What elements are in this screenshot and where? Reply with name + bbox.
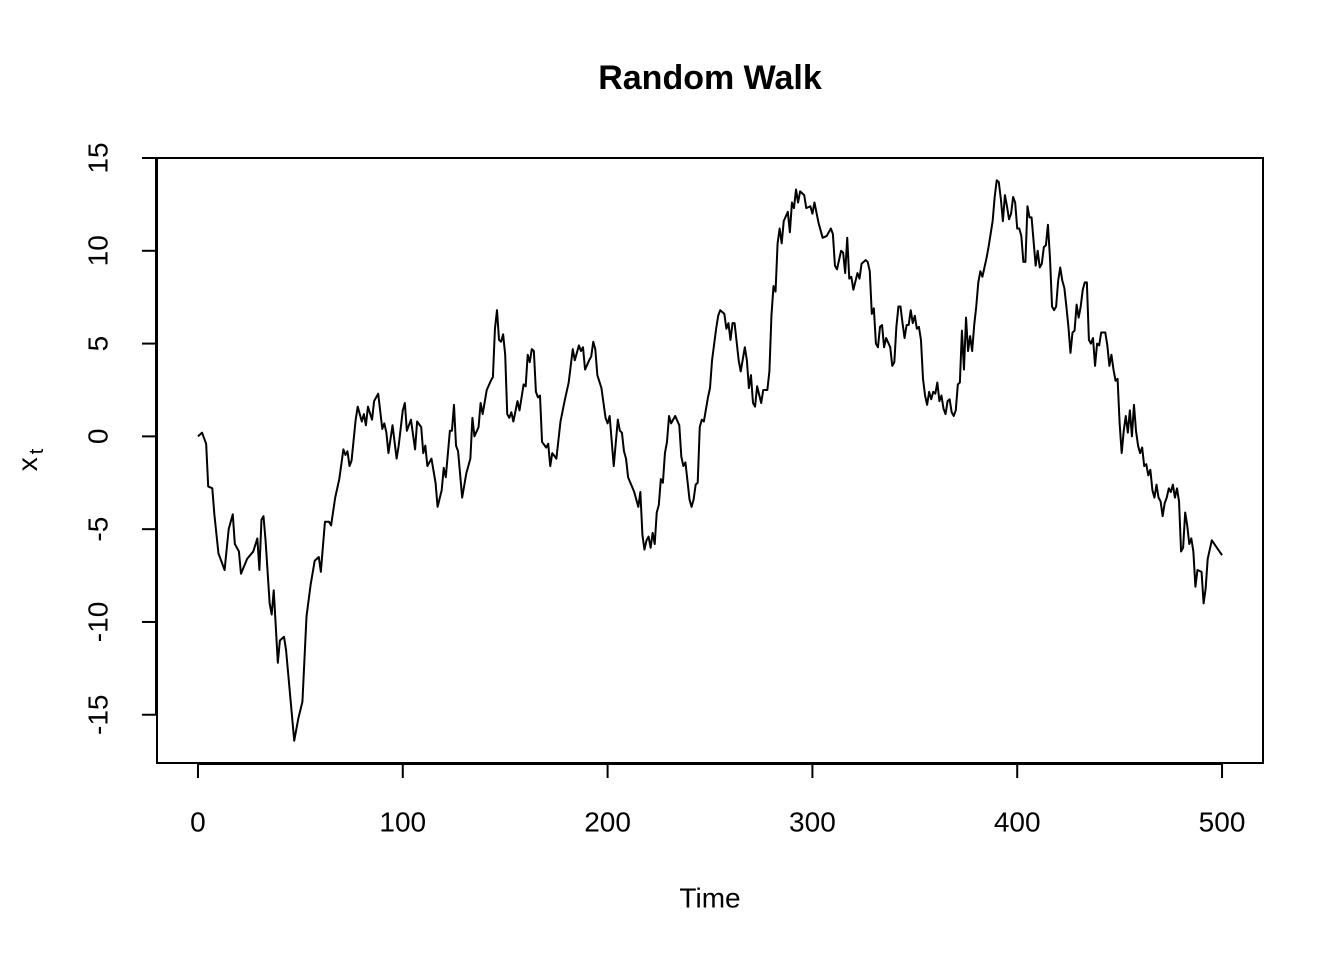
y-axis-label: xt bbox=[12, 448, 48, 471]
chart-title: Random Walk bbox=[598, 59, 822, 97]
x-tick-label: 200 bbox=[584, 806, 631, 837]
x-tick-label: 0 bbox=[190, 806, 206, 837]
y-tick-label: -10 bbox=[82, 602, 113, 642]
y-tick-label: 5 bbox=[82, 336, 113, 352]
x-axis-label: Time bbox=[679, 882, 740, 913]
x-tick-label: 400 bbox=[994, 806, 1041, 837]
y-tick-label: -5 bbox=[82, 517, 113, 542]
x-tick-label: 500 bbox=[1199, 806, 1246, 837]
y-tick-label: 10 bbox=[82, 235, 113, 266]
y-tick-label: 0 bbox=[82, 429, 113, 445]
y-axis-label-base: x bbox=[12, 457, 43, 471]
y-tick-label: 15 bbox=[82, 142, 113, 173]
x-tick-label: 100 bbox=[379, 806, 426, 837]
y-axis-label-subscript: t bbox=[26, 448, 48, 454]
x-tick-label: 300 bbox=[789, 806, 836, 837]
y-tick-label: -15 bbox=[82, 695, 113, 735]
data-line bbox=[197, 179, 1223, 742]
